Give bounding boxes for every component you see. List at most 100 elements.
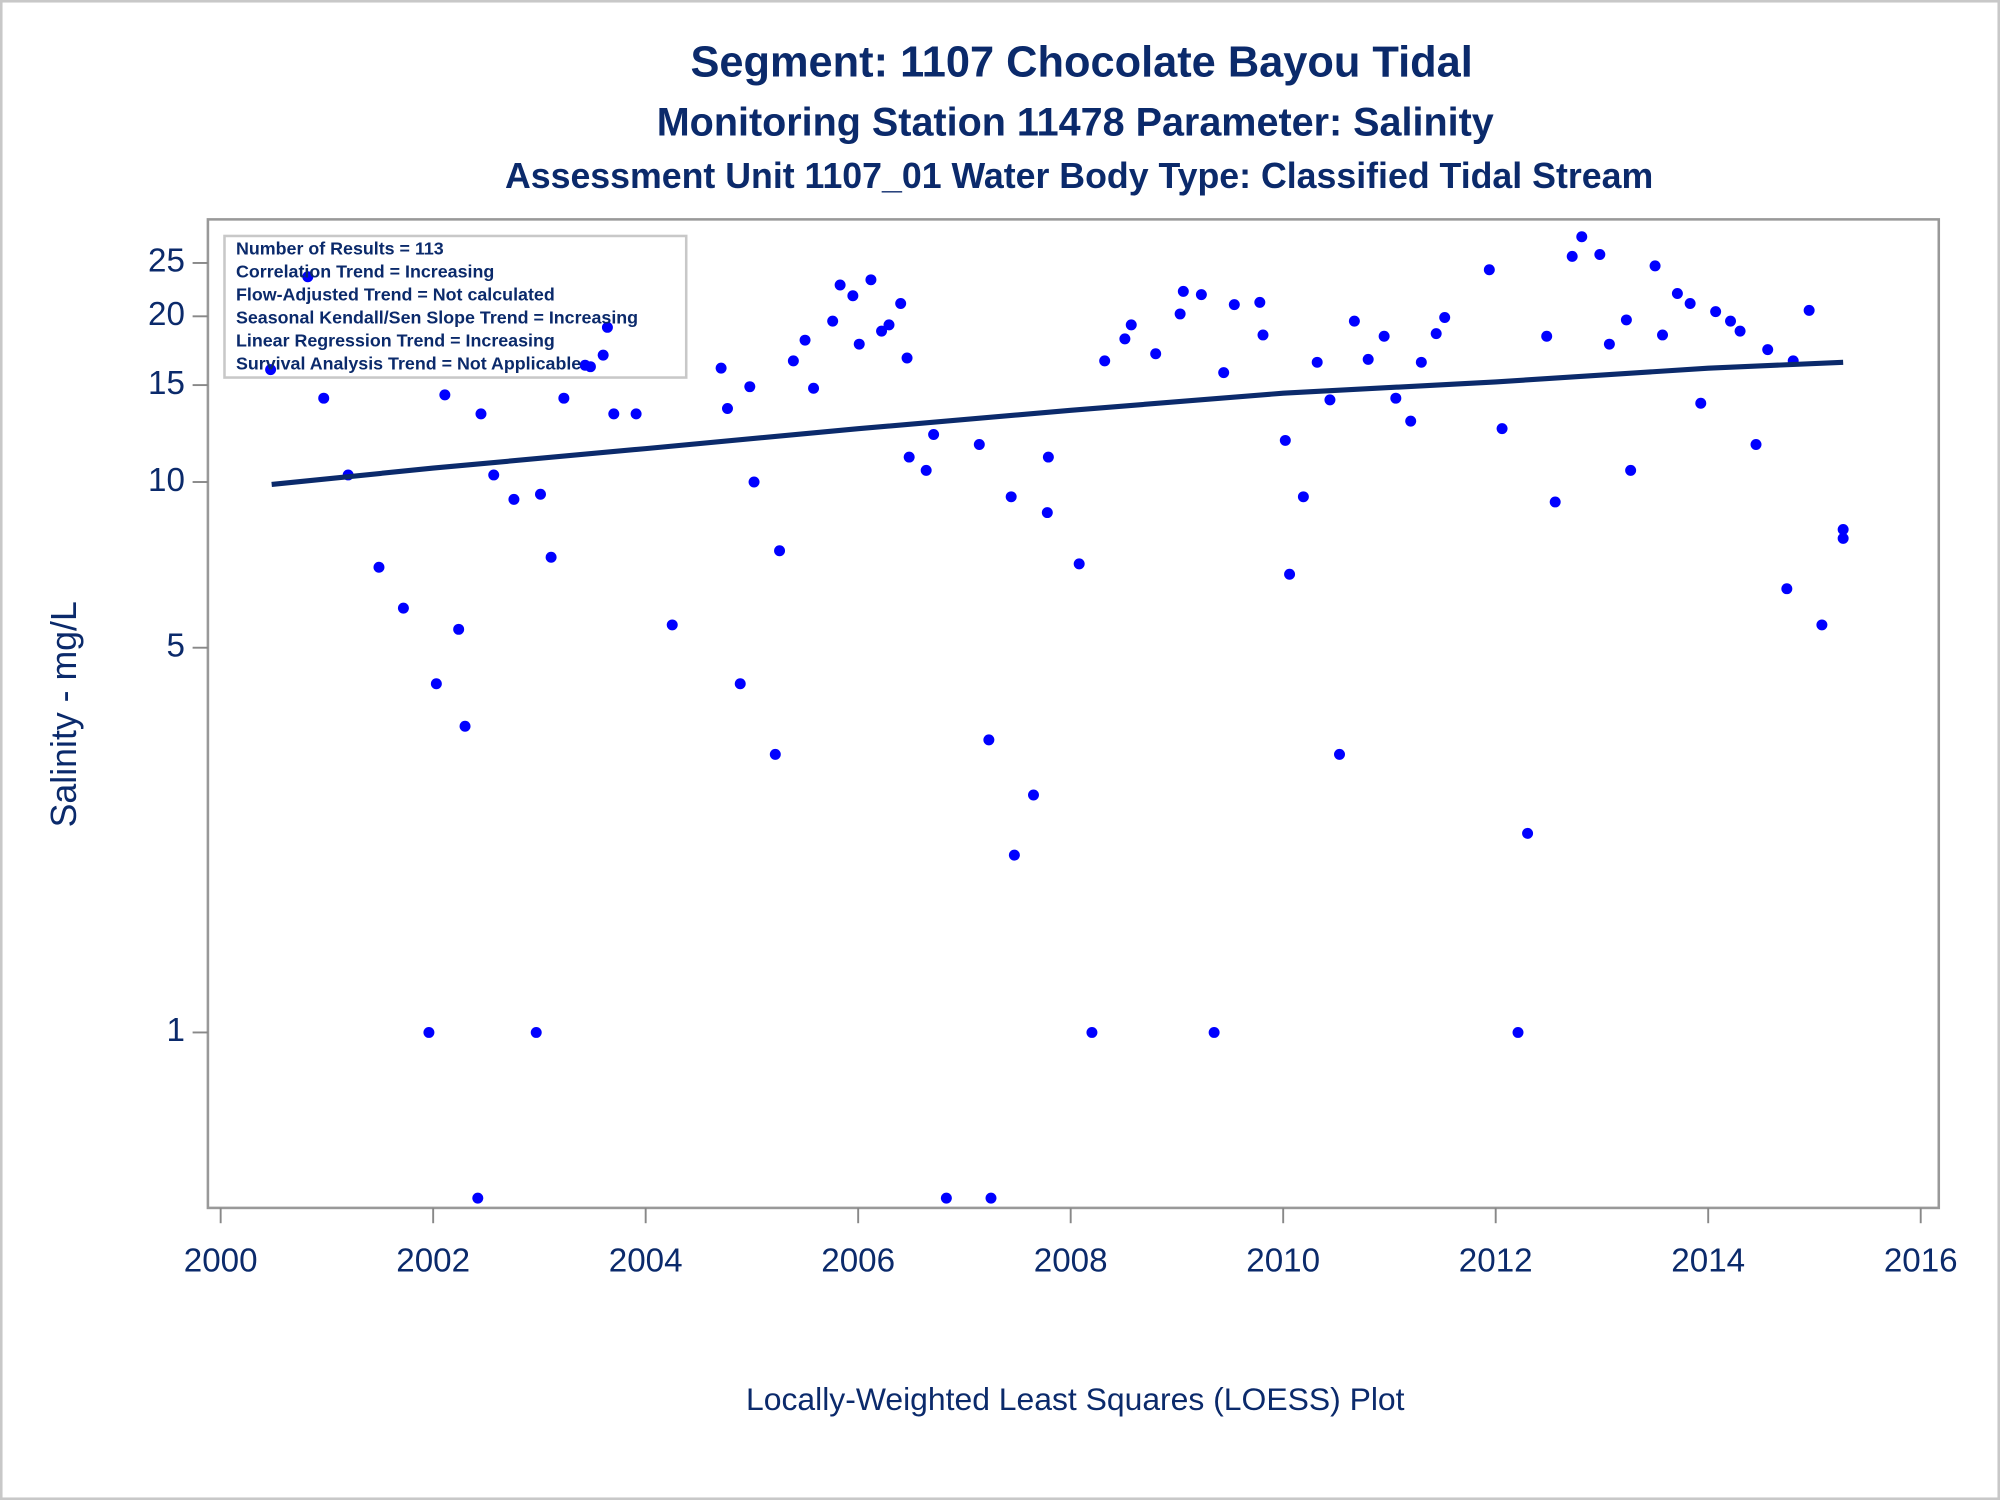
chart-subtitle: Assessment Unit 1107_01 Water Body Type:…: [505, 156, 1653, 196]
data-point: [423, 1026, 435, 1038]
data-point: [748, 476, 760, 488]
y-tick-label: 1: [166, 1012, 184, 1049]
x-tick-label: 2006: [821, 1243, 895, 1280]
data-point: [1594, 249, 1606, 261]
data-point: [1483, 264, 1495, 276]
data-point: [475, 408, 487, 420]
data-point: [973, 438, 985, 450]
data-point: [439, 389, 451, 401]
data-point: [774, 545, 786, 557]
data-point: [488, 469, 500, 481]
data-point: [1257, 329, 1269, 341]
data-point: [1439, 312, 1451, 323]
x-tick-label: 2004: [609, 1243, 683, 1280]
data-point: [666, 619, 678, 631]
data-point: [1218, 367, 1230, 379]
data-point: [903, 451, 915, 463]
data-point: [601, 321, 613, 333]
x-tick-label: 2008: [1034, 1243, 1108, 1280]
data-point: [1725, 315, 1737, 327]
y-tick-label: 20: [148, 296, 185, 333]
data-point: [1576, 231, 1588, 243]
data-point: [608, 408, 620, 420]
x-tick-label: 2010: [1246, 1243, 1320, 1280]
data-point: [1228, 299, 1240, 311]
data-point: [1734, 325, 1746, 337]
data-point: [1684, 298, 1696, 310]
x-tick-label: 2014: [1671, 1243, 1745, 1280]
data-point: [1348, 315, 1360, 327]
data-point: [1311, 356, 1323, 368]
data-point: [1657, 329, 1669, 341]
data-point: [1008, 849, 1020, 861]
data-point: [883, 319, 895, 331]
data-point: [1174, 308, 1186, 320]
data-point: [1028, 789, 1039, 801]
data-point: [1334, 748, 1345, 760]
annotation: Correlation Trend = Increasing: [236, 262, 494, 282]
data-point: [1415, 356, 1427, 368]
data-point: [1099, 355, 1111, 367]
data-point: [940, 1192, 952, 1204]
data-point: [534, 488, 546, 500]
data-point: [1254, 296, 1266, 308]
data-point: [1324, 394, 1336, 406]
x-tick-label: 2002: [396, 1243, 470, 1280]
data-point: [1837, 532, 1849, 544]
annotation-box: [223, 234, 688, 379]
y-tick-label: 5: [166, 627, 184, 664]
data-point: [1496, 423, 1508, 435]
annotation: Number of Results = 113: [236, 239, 444, 259]
data-point: [1177, 285, 1189, 297]
x-tick-label: 2012: [1459, 1243, 1533, 1280]
data-point: [1512, 1026, 1524, 1038]
data-point: [584, 361, 596, 373]
annotation: Flow-Adjusted Trend = Not calculated: [236, 285, 555, 305]
data-point: [1041, 507, 1053, 519]
data-point: [983, 734, 995, 746]
data-point: [1073, 558, 1085, 570]
data-point: [1150, 348, 1162, 360]
data-point: [1750, 438, 1762, 450]
y-tick-label: 25: [148, 243, 185, 280]
data-point: [895, 298, 907, 310]
data-point: [459, 720, 471, 732]
data-point: [928, 428, 940, 440]
data-point: [558, 392, 570, 404]
data-point: [920, 464, 932, 476]
annotation: Seasonal Kendall/Sen Slope Trend = Incre…: [236, 308, 638, 328]
footnote: Locally-Weighted Least Squares (LOESS) P…: [746, 1381, 1405, 1417]
data-point: [1625, 464, 1637, 476]
data-point: [508, 493, 520, 505]
y-axis-label: Salinity - mg/L: [44, 601, 84, 827]
data-point: [1125, 319, 1137, 331]
data-point: [1279, 434, 1291, 446]
data-point: [1816, 619, 1828, 631]
plot-frame: [206, 218, 1941, 1210]
data-point: [1005, 491, 1017, 503]
trend-line: [271, 359, 1844, 487]
data-point: [1803, 304, 1815, 316]
data-point: [1762, 344, 1774, 356]
data-point: [865, 274, 877, 286]
data-point: [453, 623, 465, 635]
data-point: [1284, 568, 1296, 580]
data-point: [530, 1026, 542, 1038]
data-point: [1297, 491, 1309, 503]
data-point: [397, 602, 409, 614]
data-point: [1695, 397, 1707, 409]
data-point: [1649, 260, 1661, 272]
data-point: [799, 334, 811, 346]
data-point: [744, 381, 756, 393]
data-point: [430, 678, 442, 690]
y-tick-label: 15: [148, 365, 185, 402]
data-point: [1208, 1026, 1220, 1038]
data-point: [722, 403, 733, 414]
data-point: [1119, 333, 1131, 345]
annotation: Survival Analysis Trend = Not Applicable: [236, 354, 581, 374]
x-tick-label: 2000: [184, 1243, 258, 1280]
data-point: [787, 355, 799, 367]
data-point: [265, 364, 277, 376]
data-point: [1362, 353, 1374, 365]
